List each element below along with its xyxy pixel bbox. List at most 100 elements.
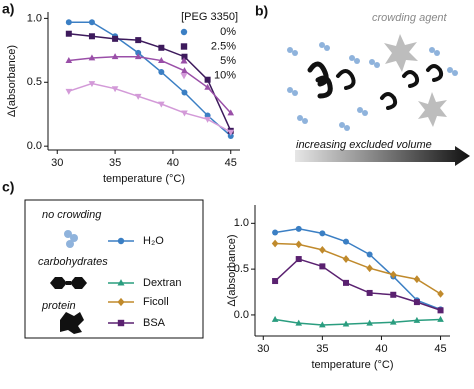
marker bbox=[413, 275, 421, 284]
panel-label: a) bbox=[2, 1, 14, 17]
marker bbox=[342, 255, 350, 263]
marker bbox=[134, 93, 142, 100]
marker bbox=[227, 129, 235, 136]
marker bbox=[343, 238, 349, 245]
marker bbox=[366, 264, 373, 273]
marker bbox=[272, 229, 279, 236]
y-tick-label: 0.5 bbox=[234, 263, 249, 275]
series-line bbox=[68, 55, 232, 114]
marker bbox=[437, 289, 444, 298]
marker bbox=[272, 278, 279, 285]
marker bbox=[343, 279, 349, 286]
marker bbox=[366, 289, 373, 296]
marker bbox=[413, 316, 421, 323]
marker bbox=[295, 240, 303, 249]
marker bbox=[158, 56, 165, 63]
agent-label: crowding agent bbox=[372, 12, 448, 24]
legend-label: 5% bbox=[220, 55, 236, 67]
marker bbox=[111, 86, 119, 93]
marker bbox=[271, 315, 279, 322]
legend-label: BSA bbox=[143, 317, 166, 329]
y-tick-label: 0.5 bbox=[27, 76, 42, 88]
marker bbox=[319, 321, 326, 328]
x-axis-label: temperature (°C) bbox=[311, 359, 393, 371]
series-line bbox=[68, 21, 232, 137]
marker bbox=[65, 56, 73, 63]
marker bbox=[65, 19, 72, 26]
legend-label: 2.5% bbox=[211, 40, 236, 52]
legend-group: carbohydrates bbox=[38, 256, 108, 268]
x-tick-label: 35 bbox=[316, 343, 328, 355]
x-tick-label: 45 bbox=[434, 343, 446, 355]
legend-box bbox=[24, 199, 204, 339]
marker bbox=[88, 33, 95, 40]
crowding-diagram: crowding agent increasing excluded volum… bbox=[287, 12, 470, 166]
panel-label: b) bbox=[255, 3, 268, 19]
marker bbox=[65, 88, 73, 95]
marker bbox=[181, 53, 188, 60]
marker bbox=[117, 297, 125, 307]
marker bbox=[437, 307, 444, 314]
legend-label: Ficoll bbox=[143, 296, 169, 308]
marker bbox=[227, 132, 234, 139]
x-tick-label: 40 bbox=[375, 343, 387, 355]
y-tick-label: 0.0 bbox=[27, 140, 42, 152]
marker bbox=[319, 263, 326, 270]
marker bbox=[390, 291, 397, 298]
series-line bbox=[68, 32, 232, 132]
marker bbox=[319, 245, 326, 254]
y-axis-label: Δ(absorbance) bbox=[226, 234, 238, 306]
marker bbox=[295, 256, 302, 263]
marker bbox=[180, 57, 188, 64]
marker bbox=[112, 35, 119, 42]
marker bbox=[65, 30, 72, 37]
marker bbox=[204, 76, 211, 83]
legend-icons bbox=[50, 230, 87, 334]
legend-label: 0% bbox=[220, 26, 236, 38]
marker bbox=[413, 299, 420, 306]
marker bbox=[181, 110, 188, 117]
marker bbox=[117, 237, 125, 245]
marker bbox=[319, 230, 326, 237]
x-tick-label: 45 bbox=[225, 157, 237, 169]
marker bbox=[180, 43, 188, 50]
marker bbox=[271, 239, 279, 248]
marker bbox=[389, 318, 397, 325]
series-line bbox=[274, 228, 441, 311]
arrow-label: increasing excluded volume bbox=[296, 139, 432, 151]
series-line bbox=[274, 318, 441, 326]
marker bbox=[117, 319, 125, 327]
marker bbox=[366, 251, 373, 258]
series-line bbox=[274, 258, 441, 312]
marker bbox=[88, 81, 96, 88]
marker bbox=[158, 101, 165, 108]
marker bbox=[111, 53, 119, 60]
marker bbox=[88, 19, 95, 26]
legend-group: no crowding bbox=[42, 209, 102, 221]
marker bbox=[389, 270, 397, 279]
marker bbox=[342, 320, 350, 327]
series-line bbox=[275, 242, 441, 295]
marker bbox=[158, 44, 165, 51]
marker bbox=[295, 225, 302, 232]
marker bbox=[204, 116, 211, 123]
series-line bbox=[68, 82, 232, 133]
x-tick-label: 30 bbox=[51, 157, 63, 169]
legend-label: H₂O bbox=[143, 235, 164, 247]
legend-label: Dextran bbox=[143, 277, 182, 289]
marker bbox=[117, 279, 125, 286]
y-tick-label: 1.0 bbox=[27, 12, 42, 24]
marker bbox=[181, 89, 188, 96]
marker bbox=[181, 67, 188, 74]
y-tick-label: 1.0 bbox=[234, 217, 249, 229]
marker bbox=[88, 54, 96, 61]
marker bbox=[135, 37, 142, 44]
marker bbox=[295, 319, 303, 326]
panel-label: c) bbox=[2, 179, 14, 195]
marker bbox=[366, 319, 373, 326]
marker bbox=[180, 28, 188, 36]
legend-title: [PEG 3350] bbox=[181, 11, 238, 23]
legend-label: 10% bbox=[214, 69, 236, 81]
